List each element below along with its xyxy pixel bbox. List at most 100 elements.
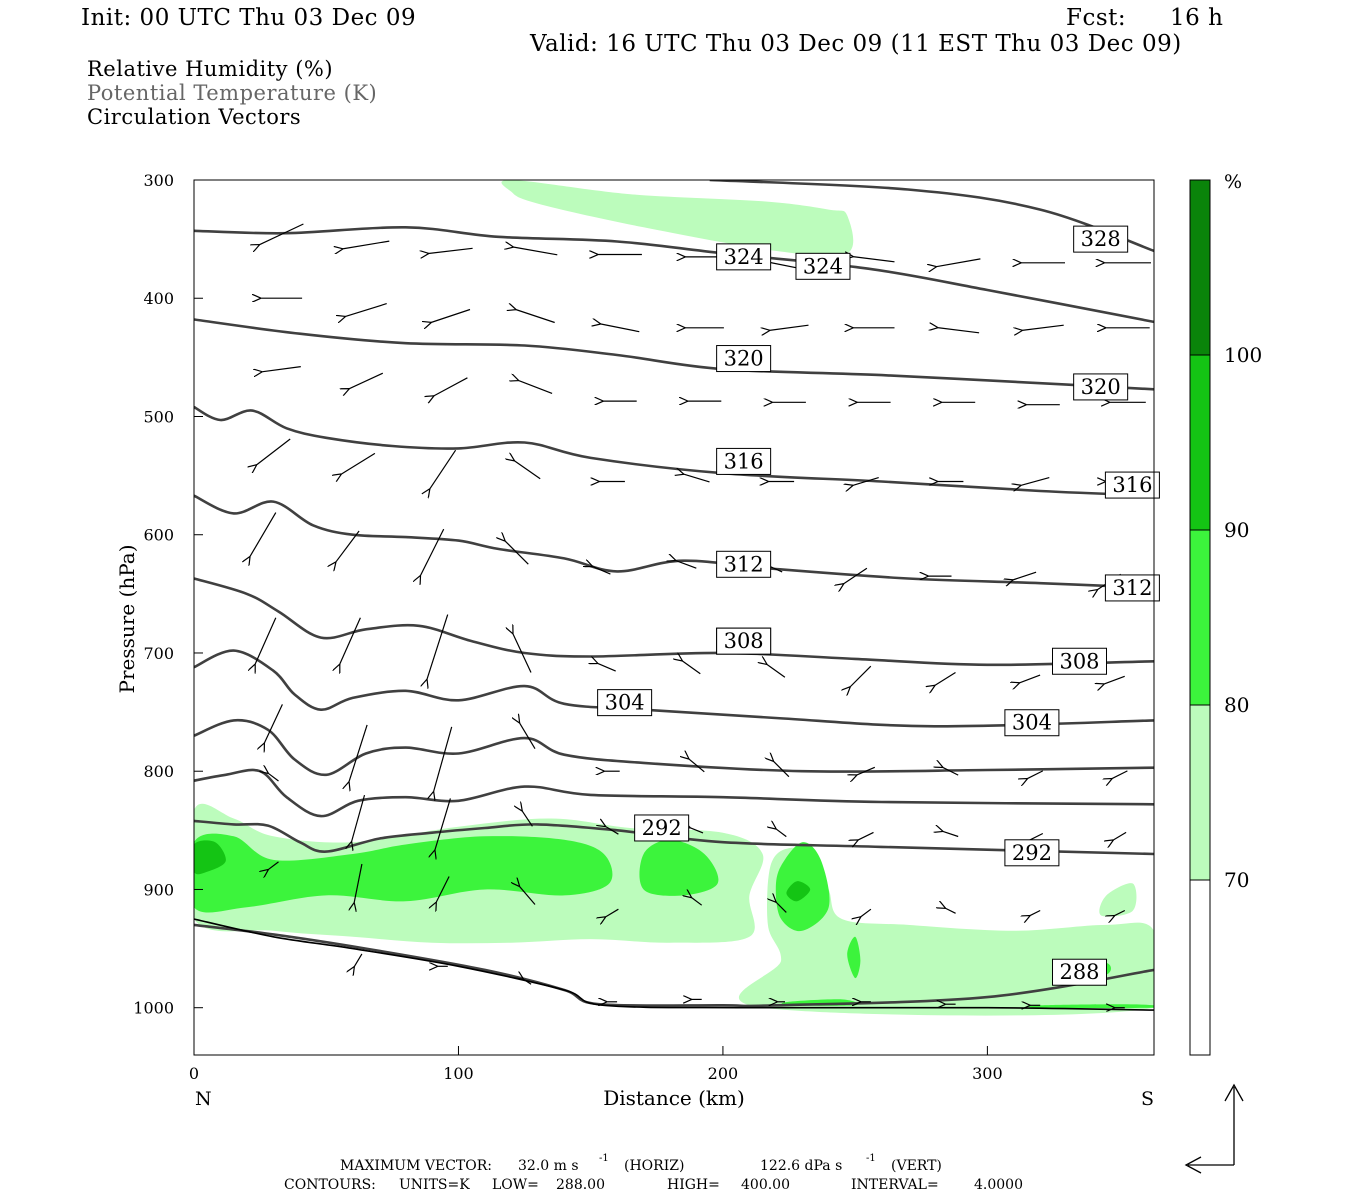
isentrope-label-text: 308	[1059, 649, 1099, 673]
footer-high-value: 400.00	[741, 1177, 790, 1193]
footer-high-label: HIGH=	[667, 1177, 720, 1193]
footer-interval-label: INTERVAL=	[851, 1177, 939, 1193]
circulation-vector	[857, 766, 876, 775]
isentrope-label: 312	[716, 550, 772, 578]
rh-region-80	[1028, 1004, 1154, 1008]
isentrope-label-text: 324	[724, 245, 764, 269]
y-tick-label: 500	[143, 407, 174, 426]
colorbar-segment	[1190, 180, 1210, 355]
circulation-vector	[349, 724, 368, 782]
isentrope-label-box	[1073, 225, 1129, 253]
isentrope-label: 320	[1073, 373, 1129, 401]
isentrope-324	[194, 225, 1154, 324]
circulation-vector	[1022, 324, 1064, 330]
isentrope-label-box	[716, 550, 772, 578]
isentrope-label: 316	[1104, 471, 1160, 499]
circulation-vector	[434, 726, 453, 792]
footer-low-label: LOW=	[492, 1177, 539, 1193]
isentrope-label-text: 308	[724, 629, 764, 653]
circulation-vector	[343, 240, 390, 249]
isentrope-308	[194, 577, 1154, 667]
circulation-vector	[256, 438, 291, 465]
circulation-vector	[268, 861, 279, 870]
isentrope-label-box	[1004, 839, 1060, 867]
isentrope-label-box	[716, 447, 772, 475]
isentrope-296	[194, 768, 1154, 818]
colorbar-segment	[1190, 880, 1210, 1055]
circulation-vector	[340, 617, 361, 665]
rh-region-80	[639, 839, 719, 896]
footer-vert-tag: (VERT)	[891, 1158, 942, 1174]
y-tick-label: 600	[143, 526, 174, 545]
footer-low-value: 288.00	[556, 1177, 605, 1193]
x-tick-label: 300	[972, 1064, 1003, 1083]
circulation-vector	[523, 979, 532, 985]
circulation-vector	[352, 794, 366, 842]
isentrope-312	[194, 494, 1154, 590]
circulation-vector	[858, 831, 874, 840]
circulation-vector	[255, 617, 277, 665]
isentrope-320	[194, 318, 1154, 391]
circulation-vector	[943, 767, 959, 776]
rh-region-90	[194, 840, 226, 875]
y-tick-label: 800	[143, 762, 174, 781]
rh-region-70	[501, 180, 854, 257]
circulation-vector	[268, 773, 279, 782]
isentrope-label: 288	[1052, 958, 1108, 986]
isentrope-label: 308	[1052, 647, 1108, 675]
isentrope-292	[194, 819, 1154, 856]
colorbar-segment	[1190, 530, 1210, 705]
isentrope-label-box	[716, 243, 772, 271]
y-tick-label: 700	[143, 644, 174, 663]
isentrope-label-box	[634, 814, 690, 842]
circulation-vector	[518, 380, 553, 394]
colorbar-tick-label: 80	[1224, 693, 1249, 717]
circulation-vector	[1013, 571, 1037, 580]
circulation-vector	[259, 223, 304, 245]
circulation-vector	[776, 902, 787, 913]
circulation-vector	[1019, 674, 1041, 683]
surface-line	[194, 918, 1154, 1011]
circulation-vector	[776, 829, 787, 838]
colorbar-unit: %	[1224, 171, 1242, 193]
circulation-vector	[264, 704, 283, 743]
circulation-vector	[689, 759, 705, 773]
isentrope-label: 320	[716, 345, 772, 373]
isentrope-label-text: 320	[724, 347, 764, 371]
circulation-vector	[336, 530, 360, 562]
footer-max-vector-horiz: 32.0 m s	[518, 1158, 579, 1174]
circulation-vector	[1104, 675, 1125, 684]
field-relative-humidity: Relative Humidity (%)	[87, 57, 334, 81]
circulation-vector	[345, 303, 387, 317]
circulation-vector	[850, 665, 872, 687]
circulation-vector	[262, 366, 301, 372]
isentrope-label: 304	[597, 689, 653, 717]
isentrope-label: 316	[716, 447, 772, 475]
isentrope-label-box	[597, 689, 653, 717]
isentrope-label-box	[716, 345, 772, 373]
footer-vert-exponent: -1	[866, 1153, 876, 1164]
x-left-end-label: N	[195, 1088, 212, 1110]
isentrope-label-box	[1052, 958, 1108, 986]
footer-contours-label: CONTOURS:	[284, 1177, 376, 1193]
circulation-vector	[516, 310, 555, 324]
isentrope-label-text: 304	[1012, 711, 1052, 735]
circulation-vector	[691, 897, 703, 906]
isentrope-label-text: 304	[605, 691, 645, 715]
y-tick-label: 400	[143, 289, 174, 308]
isentrope-label-text: 292	[1012, 841, 1052, 865]
rh-region-70	[1099, 883, 1137, 917]
colorbar-tick-label: 90	[1224, 518, 1249, 542]
colorbar-segment	[1190, 355, 1210, 530]
isentrope-label: 324	[716, 243, 772, 271]
isentrope-label: 292	[1004, 839, 1060, 867]
circulation-vector	[420, 528, 445, 576]
init-time: Init: 00 UTC Thu 03 Dec 09	[81, 5, 417, 31]
circulation-vector	[522, 811, 533, 827]
y-tick-label: 300	[143, 171, 174, 190]
circulation-vector	[936, 258, 981, 267]
circulation-vector	[427, 614, 449, 680]
isentrope-label: 292	[634, 814, 690, 842]
isentrope-label-text: 288	[1059, 960, 1099, 984]
